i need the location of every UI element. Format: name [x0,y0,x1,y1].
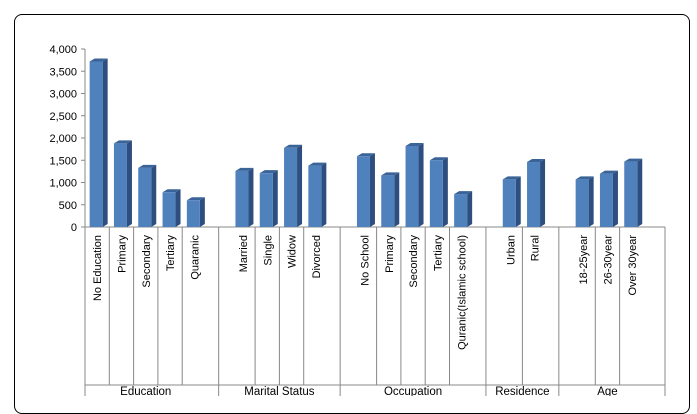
bar-top [162,189,181,193]
bar-side [297,144,303,227]
bar-side [199,197,205,227]
bar-top [259,170,278,174]
y-tick-label: 3,000 [49,89,77,101]
chart-labels: 0 500 1,000 1,500 2,000 2,500 3,000 3,500 4,000 N… [49,44,638,396]
bar [599,173,613,227]
bar-side [248,167,254,227]
x-category-label: Married [238,235,250,272]
bar [138,167,152,227]
x-category-label: No School [359,235,371,286]
x-category-label: 18-25year [578,235,590,285]
bar-top [138,164,157,168]
x-category-label: Widow [287,235,299,268]
bar [235,170,249,227]
bar-top [284,144,303,148]
bar [502,179,516,227]
bar-side [612,170,618,227]
bar [356,156,370,227]
bar-side [588,176,594,227]
x-category-label: No Education [92,235,104,301]
bar-top [186,197,205,201]
group-label: Age [597,386,617,396]
x-category-label: Secondary [141,235,153,288]
group-label: Marital Status [244,386,315,396]
x-category-label: Tertiary [165,235,177,272]
bar [454,194,468,227]
bar-top [356,153,375,157]
y-tick-label: 3,500 [49,66,77,78]
bar-side [151,164,157,227]
y-tick-label: 0 [71,222,77,234]
x-category-label: Primary [384,235,396,273]
bar-top [235,167,254,171]
group-label: Residence [495,386,549,396]
bar [381,175,395,227]
bar-top [429,157,448,161]
bar-side [418,143,424,227]
bar [89,61,103,228]
y-tick-label: 1,000 [49,178,77,190]
x-category-label: Quranic(Islamic school) [457,235,469,350]
x-category-label: Tertiary [432,235,444,272]
bar [113,143,127,227]
bar-top [575,176,594,180]
y-tick-label: 2,500 [49,111,77,123]
chart-bars [89,58,643,228]
x-category-label: 26-30year [602,235,614,285]
bar-side [369,153,375,227]
bar-side [637,158,643,227]
bar [405,146,419,227]
bar-top [454,191,473,195]
x-category-label: Rural [530,235,542,261]
bar-side [321,162,327,227]
bar [527,162,541,227]
x-category-label: Single [262,235,274,266]
bar-top [599,170,618,174]
bar-top [405,143,424,147]
group-label: Occupation [384,386,442,396]
bar-side [467,191,473,227]
x-category-label: Quaranic [189,235,201,280]
bar-side [272,170,278,227]
x-category-label: Over 30year [627,235,639,296]
bar-side [175,189,181,227]
x-category-label: Urban [505,235,517,265]
x-category-label: Primary [116,235,128,273]
group-label: Education [120,386,171,396]
y-tick-label: 2,000 [49,133,77,145]
bar [259,173,273,227]
bar-chart: 0 500 1,000 1,500 2,000 2,500 3,000 3,500 4,000 N… [49,44,666,396]
y-tick-label: 4,000 [49,44,77,56]
bar-side [394,172,400,227]
bar [162,192,176,227]
bar-side [515,176,521,227]
bar-top [89,58,108,62]
x-category-label: Secondary [408,235,420,288]
bar-side [540,159,546,227]
bar [186,200,200,227]
bar-top [624,158,643,162]
bar [575,179,589,227]
bar-top [381,172,400,176]
bar [429,160,443,227]
bar [624,161,638,227]
bar-side [442,157,448,227]
y-tick-label: 500 [59,200,77,212]
bar-side [102,58,108,228]
chart-axes [81,48,666,396]
bar-top [113,140,132,144]
y-tick-label: 1,500 [49,155,77,167]
bar-side [126,140,132,227]
bar-top [308,162,327,166]
bar-top [502,176,521,180]
bar [308,165,322,227]
x-category-label: Divorced [311,235,323,278]
bar [284,147,298,227]
bar-top [527,159,546,163]
